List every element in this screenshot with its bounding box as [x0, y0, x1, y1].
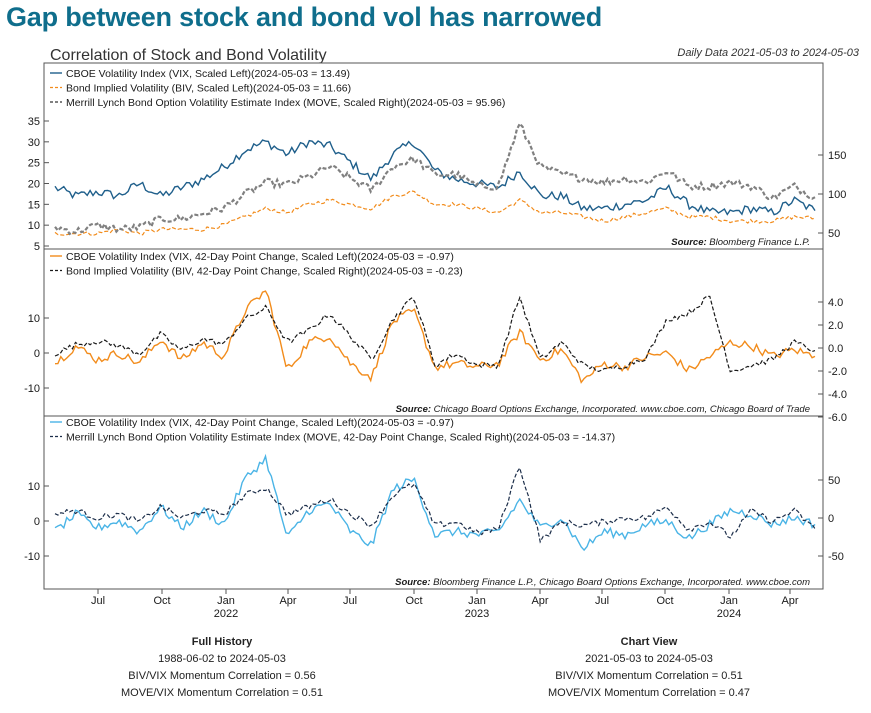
right-tick-label: 2.0: [828, 320, 843, 332]
axis-layer: 353025201510515010050100-104.02.00.0-2.0…: [24, 116, 847, 620]
left-tick-label: 10: [28, 313, 40, 325]
right-tick-label: 50: [828, 475, 840, 487]
x-month-label: Jan: [720, 595, 738, 607]
x-month-label: Jul: [595, 595, 609, 607]
plot-layer: [54, 121, 816, 552]
left-tick-label: 10: [28, 220, 40, 232]
left-tick-label: 35: [28, 116, 40, 128]
left-tick-label: -10: [24, 551, 40, 563]
legend-label: CBOE Volatility Index (VIX, 42-Day Point…: [66, 251, 454, 263]
series-line-p1-1: [54, 139, 816, 216]
left-tick-label: 0: [34, 348, 40, 360]
right-tick-label: -50: [828, 551, 844, 563]
x-month-label: Oct: [656, 595, 673, 607]
stats-full-range: 1988-06-02 to 2024-05-03: [158, 653, 286, 665]
right-tick-label: 150: [828, 150, 846, 162]
left-tick-label: 30: [28, 137, 40, 149]
series-line-p2-2: [54, 295, 816, 373]
stats-full-biv: BIV/VIX Momentum Correlation = 0.56: [128, 670, 316, 682]
x-month-label: Apr: [531, 595, 548, 607]
right-tick-label: 0: [828, 513, 834, 525]
legend-label: CBOE Volatility Index (VIX, Scaled Left)…: [66, 68, 350, 80]
x-month-label: Oct: [153, 595, 170, 607]
x-year-label: 2023: [465, 608, 489, 620]
series-line-p1-2: [54, 190, 816, 237]
source-note: Source: Bloomberg Finance L.P., Chicago …: [395, 577, 810, 588]
stats-full-move: MOVE/VIX Momentum Correlation = 0.51: [120, 687, 324, 699]
legend-label: CBOE Volatility Index (VIX, 42-Day Point…: [66, 417, 454, 429]
right-tick-label: -2.0: [828, 366, 847, 378]
legend-label: Bond Implied Volatility (BIV, 42-Day Poi…: [66, 266, 463, 278]
left-tick-label: -10: [24, 383, 40, 395]
series-line-p3-1: [54, 453, 816, 552]
right-tick-label: -4.0: [828, 389, 847, 401]
x-month-label: Apr: [781, 595, 798, 607]
x-month-label: Jul: [91, 595, 105, 607]
series-line-p3-2: [54, 466, 816, 544]
stats-full-title: Full History: [191, 636, 253, 648]
source-note: Source: Chicago Board Options Exchange, …: [396, 404, 810, 415]
source-note: Source: Bloomberg Finance L.P.: [671, 237, 810, 248]
right-tick-label: 100: [828, 189, 846, 201]
x-month-label: Jan: [217, 595, 235, 607]
series-line-p2-1: [54, 290, 816, 384]
x-month-label: Apr: [279, 595, 296, 607]
legend-layer: CBOE Volatility Index (VIX, Scaled Left)…: [50, 68, 810, 588]
legend-label: Merrill Lynch Bond Option Volatility Est…: [66, 432, 615, 444]
x-month-label: Oct: [405, 595, 422, 607]
left-tick-label: 5: [34, 241, 40, 253]
left-tick-label: 10: [28, 481, 40, 493]
x-month-label: Jan: [468, 595, 486, 607]
stats-full-history: Full History 1988-06-02 to 2024-05-03 BI…: [92, 634, 352, 702]
right-tick-label: -6.0: [828, 412, 847, 424]
stats-chart-view: Chart View 2021-05-03 to 2024-05-03 BIV/…: [519, 634, 779, 702]
series-line-p1-3: [54, 121, 816, 236]
chart-title: Correlation of Stock and Bond Volatility: [50, 47, 327, 64]
left-tick-label: 20: [28, 179, 40, 191]
stats-view-title: Chart View: [620, 636, 678, 648]
right-tick-label: 50: [828, 228, 840, 240]
x-year-label: 2024: [717, 608, 741, 620]
left-tick-label: 0: [34, 516, 40, 528]
stats-view-biv: BIV/VIX Momentum Correlation = 0.51: [555, 670, 743, 682]
right-tick-label: 0.0: [828, 343, 843, 355]
date-range: Daily Data 2021-05-03 to 2024-05-03: [677, 47, 859, 59]
legend-label: Merrill Lynch Bond Option Volatility Est…: [66, 97, 505, 109]
stats-view-move: MOVE/VIX Momentum Correlation = 0.47: [547, 687, 751, 699]
x-month-label: Jul: [343, 595, 357, 607]
chart-frame: [43, 62, 824, 590]
left-tick-label: 15: [28, 199, 40, 211]
x-year-label: 2022: [214, 608, 238, 620]
headline: Gap between stock and bond vol has narro…: [6, 2, 603, 32]
left-tick-label: 25: [28, 158, 40, 170]
stats-view-range: 2021-05-03 to 2024-05-03: [585, 653, 713, 665]
legend-label: Bond Implied Volatility (BIV, Scaled Lef…: [66, 83, 351, 95]
right-tick-label: 4.0: [828, 297, 843, 309]
